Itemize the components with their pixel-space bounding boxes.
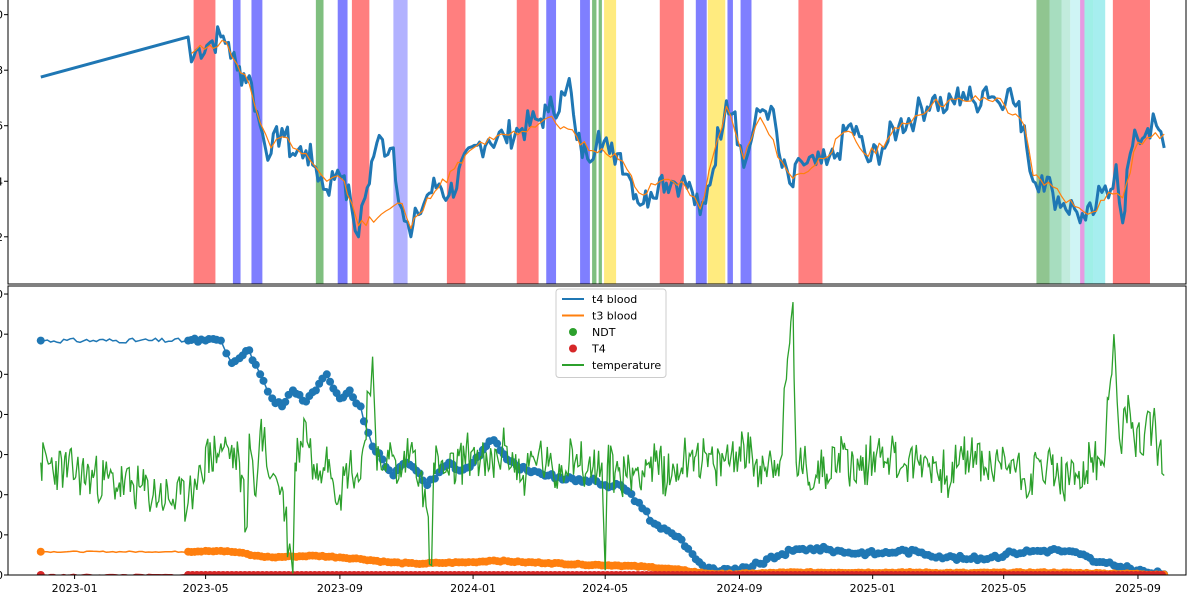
top-band-15	[695, 0, 707, 284]
legend-swatch-T4	[569, 344, 577, 353]
top-band-25	[1084, 0, 1094, 284]
top-y-tick-label: 98	[0, 64, 3, 77]
bottom-x-ticks: 2023-01 2023-05 2023-09 2024-01 2024-05 2024-…	[52, 575, 1161, 595]
series-t4-blood-point	[345, 386, 354, 395]
bottom-y-tick-label: 0	[0, 569, 3, 582]
x-tick-label: 2023-09	[317, 582, 363, 595]
top-band-24	[1080, 0, 1085, 284]
top-y-tick-label: 96	[0, 120, 3, 133]
legend-label-t4-blood: t4 blood	[592, 293, 637, 306]
series-t4-blood-point	[627, 489, 636, 498]
top-band-7	[446, 0, 466, 284]
top-band-20	[1036, 0, 1050, 284]
top-band-13	[604, 0, 617, 284]
top-band-26	[1093, 0, 1106, 284]
series-T4-point	[1157, 571, 1166, 575]
series-t4-blood-point	[348, 393, 357, 402]
series-t4-blood-point	[364, 428, 373, 437]
series-t4-blood-point	[263, 387, 272, 396]
series-t4-blood-point	[385, 466, 394, 475]
bottom-y-tick-label: 1000	[0, 408, 3, 421]
bottom-y-tick-label: 1750	[0, 288, 3, 301]
top-band-18	[740, 0, 752, 284]
legend-label-t3-blood: t3 blood	[592, 310, 637, 323]
top-band-3	[315, 0, 324, 284]
top-lines	[40, 25, 1166, 239]
top-panel: 92 94 96 98 100	[0, 0, 1187, 285]
top-y-tick-label: 92	[0, 231, 3, 244]
series-T4-points	[36, 571, 1166, 575]
series-t4-blood-point	[259, 376, 268, 385]
series-t4-blood-point	[251, 360, 260, 369]
bottom-panel: 02505007501000125015001750 2023-012023-0…	[0, 285, 1187, 595]
top-band-2	[251, 0, 263, 284]
top-y-ticks: 92 94 96 98 100	[0, 9, 8, 244]
top-band-23	[1070, 0, 1081, 284]
series-T4-point	[36, 571, 45, 575]
series-t4-blood-point	[677, 535, 686, 544]
bottom-axes-frame	[7, 285, 1187, 576]
series-t4-blood-point	[311, 386, 320, 395]
bottom-y-tick-label: 1250	[0, 368, 3, 381]
legend-label-temperature: temperature	[592, 359, 661, 372]
top-band-1	[232, 0, 241, 284]
top-band-21	[1049, 0, 1062, 284]
top-band-11	[592, 0, 597, 284]
x-tick-label: 2024-09	[716, 582, 762, 595]
series-temperature-line	[40, 302, 1165, 574]
x-tick-label: 2025-01	[850, 582, 896, 595]
top-band-4	[337, 0, 348, 284]
top-band-19	[798, 0, 823, 284]
series-t4-blood-point	[281, 397, 290, 406]
top-band-6	[393, 0, 408, 284]
series-t3-blood-points	[36, 546, 1169, 575]
x-tick-label: 2024-05	[582, 582, 628, 595]
series-t4-blood-point	[326, 377, 335, 386]
top-axes-frame	[7, 0, 1187, 285]
top-band-0	[193, 0, 216, 284]
series-t4-blood-point	[493, 439, 502, 448]
series-t4-blood-point	[216, 336, 225, 345]
top-smoothed-series-line	[191, 39, 1165, 230]
series-t4-blood-point	[642, 507, 651, 516]
x-tick-label: 2023-01	[52, 582, 98, 595]
legend: t4 blood t3 blood NDT T4 temperature	[555, 288, 667, 378]
top-band-8	[516, 0, 539, 284]
legend-label-NDT: NDT	[592, 326, 616, 339]
top-band-22	[1061, 0, 1071, 284]
x-tick-label: 2024-01	[450, 582, 496, 595]
top-band-9	[546, 0, 557, 284]
x-tick-label: 2025-09	[1115, 582, 1161, 595]
bottom-y-tick-label: 250	[0, 529, 3, 542]
series-t4-blood-point	[322, 370, 331, 379]
bottom-lines	[36, 302, 1169, 575]
top-band-5	[351, 0, 370, 284]
legend-label-T4: T4	[591, 343, 606, 356]
top-y-tick-label: 94	[0, 175, 3, 188]
bottom-y-ticks: 0 250 500 750 1000 1250 1500 1750	[0, 288, 8, 582]
series-t4-blood-point	[245, 346, 254, 355]
top-band-17	[727, 0, 733, 284]
bottom-y-tick-label: 750	[0, 449, 3, 462]
bottom-y-tick-label: 1500	[0, 328, 3, 341]
series-t4-blood-point	[36, 336, 45, 345]
bottom-y-tick-label: 500	[0, 489, 3, 502]
series-t4-blood-point	[222, 349, 231, 358]
series-t4-blood-point	[356, 402, 365, 411]
x-tick-label: 2023-05	[183, 582, 229, 595]
series-t4-blood-point	[684, 544, 693, 553]
top-y-tick-label: 100	[0, 9, 3, 22]
legend-swatch-NDT	[569, 328, 577, 336]
series-t3-blood-point	[36, 547, 45, 556]
legend-box	[555, 288, 667, 378]
x-tick-label: 2025-05	[981, 582, 1027, 595]
series-t4-blood-point	[256, 370, 265, 379]
top-band-14	[659, 0, 684, 284]
